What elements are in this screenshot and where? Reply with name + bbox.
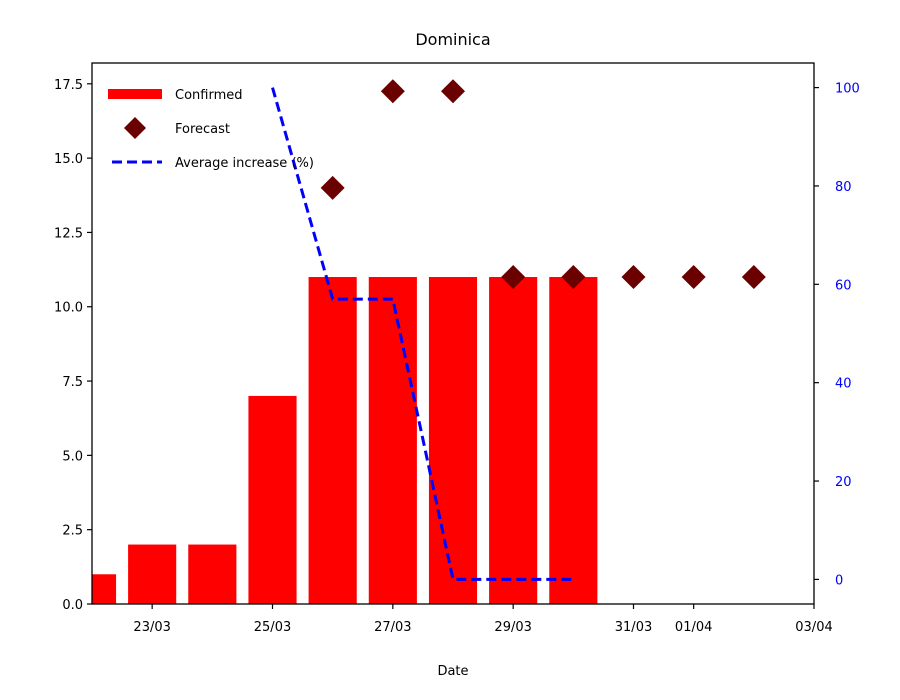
confirmed-bar [308,277,357,604]
forecast-point [320,175,345,200]
plot-frame [91,62,815,605]
left-tick-label: 0.0 [62,598,83,613]
x-tick-label: 03/04 [795,620,832,635]
x-tick-label: 29/03 [494,620,531,635]
right-tick-label: 60 [835,278,852,293]
right-axis: 0 20 40 60 80 100 [814,82,860,588]
forecast-point [741,265,766,290]
forecast-point [501,265,526,290]
left-tick-label: 15.0 [54,152,83,167]
forecast-point [441,79,465,104]
x-tick-label: 01/04 [675,620,712,635]
forecast-point [621,265,646,290]
x-tick-label: 23/03 [133,620,170,635]
x-tick-label: 31/03 [615,620,652,635]
average-increase-series-line [271,87,574,581]
left-tick-label: 10.0 [54,301,83,316]
left-axis: 0.0 2.5 5.0 7.5 10.0 12.5 15.0 17.5 [54,78,92,613]
legend-confirmed-swatch [108,89,162,99]
legend-average-label: Average increase (%) [175,156,314,171]
confirmed-bar [128,544,177,604]
x-tick-label: 25/03 [254,620,291,635]
forecast-markers [320,79,766,290]
legend: Confirmed Forecast Average increase (%) [108,88,314,171]
x-axis: 23/03 25/03 27/03 29/03 31/03 01/04 03/04 [133,604,833,635]
x-tick-label: 27/03 [374,620,411,635]
confirmed-bar [428,277,478,604]
confirmed-bar [92,574,117,604]
confirmed-bar [489,277,538,604]
chart-title: Dominica [415,30,490,49]
left-tick-label: 5.0 [62,449,83,464]
right-tick-label: 0 [835,573,843,588]
confirmed-bar [549,277,598,604]
forecast-point [380,79,405,104]
right-tick-label: 20 [835,475,852,490]
confirmed-bar [368,277,417,604]
x-axis-label: Date [437,664,468,679]
legend-confirmed-label: Confirmed [175,88,243,103]
confirmed-bars [92,277,598,604]
right-tick-label: 80 [835,180,852,195]
left-tick-label: 12.5 [54,226,83,241]
left-tick-label: 7.5 [62,375,83,390]
forecast-point [561,265,586,290]
right-tick-label: 100 [835,82,860,97]
average-increase-line [271,87,574,581]
forecast-point [681,265,706,290]
confirmed-bar [188,544,237,604]
right-tick-label: 40 [835,377,852,392]
confirmed-bar [248,395,297,604]
left-tick-label: 17.5 [54,78,83,93]
legend-forecast-swatch [124,117,146,139]
legend-forecast-label: Forecast [175,122,230,137]
left-tick-label: 2.5 [62,524,83,539]
